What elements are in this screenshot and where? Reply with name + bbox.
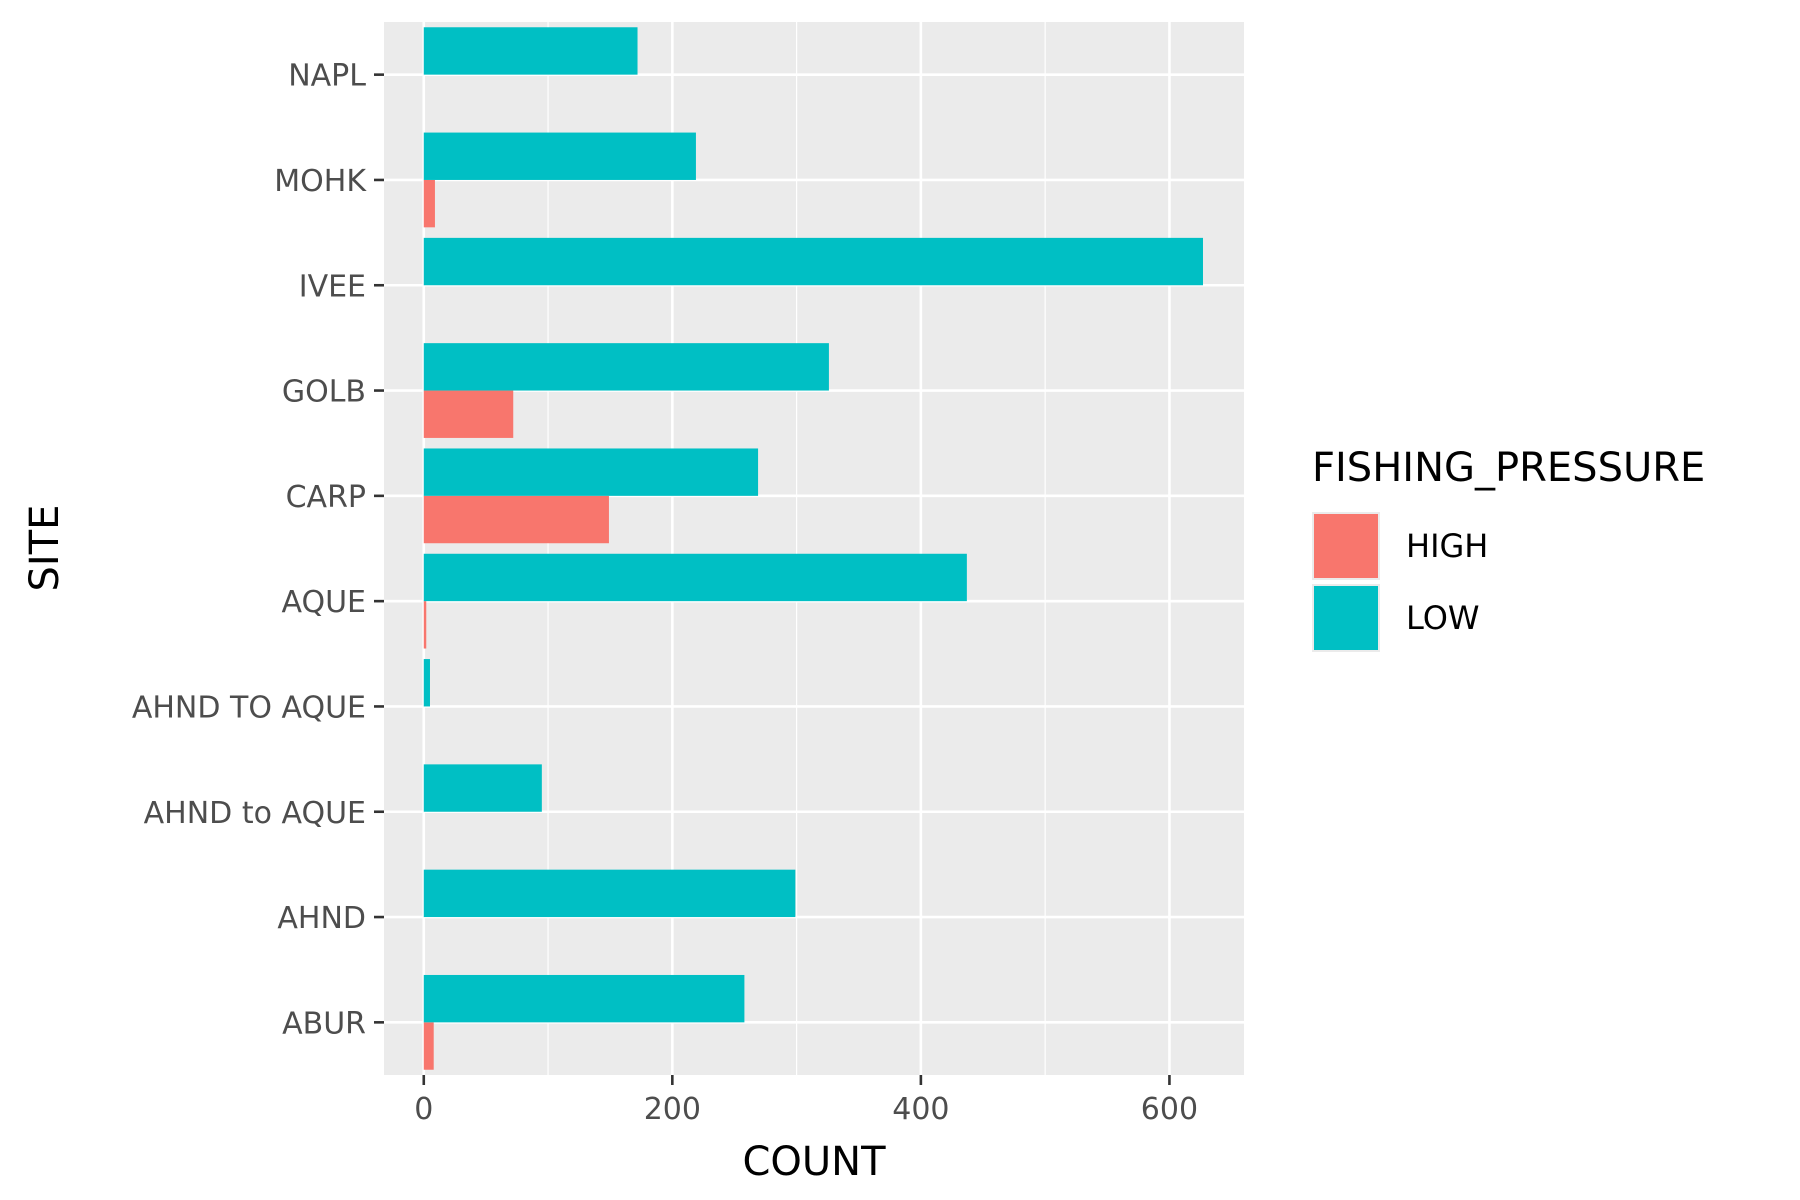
y-tick-label: AHND TO AQUE	[132, 690, 366, 725]
y-tick-label: IVEE	[299, 269, 366, 304]
bar-low-mohk	[423, 132, 696, 180]
legend-swatch-low	[1314, 586, 1378, 650]
x-tick-label: 200	[644, 1092, 701, 1127]
legend: FISHING_PRESSURE HIGH LOW	[1312, 445, 1705, 652]
y-axis: ABUR AHND AHND to AQUE AHND TO AQUE AQUE CARP…	[132, 59, 384, 1041]
bar-high-mohk	[423, 179, 435, 228]
y-tick-label: AQUE	[281, 585, 366, 620]
bar-low-ivee	[423, 237, 1203, 286]
bar-low-napl	[423, 27, 638, 75]
bar-low-carp	[423, 448, 759, 496]
bar-low-ahnd-to-aque	[423, 764, 542, 812]
bar-high-golb	[423, 390, 514, 438]
bar-low-abur	[423, 974, 745, 1023]
y-tick-label: ABUR	[282, 1006, 366, 1041]
x-tick-label: 400	[892, 1092, 949, 1127]
y-tick-label: AHND to AQUE	[144, 796, 366, 831]
legend-title: FISHING_PRESSURE	[1312, 445, 1705, 491]
bar-high-carp	[423, 495, 609, 544]
legend-label-low: LOW	[1406, 599, 1480, 637]
x-axis-title: COUNT	[742, 1139, 886, 1185]
bar-low-ahnd-to-aque	[423, 659, 430, 707]
legend-label-high: HIGH	[1406, 527, 1488, 565]
bar-high-abur	[423, 1022, 434, 1070]
y-tick-label: NAPL	[288, 59, 366, 94]
bars	[423, 27, 1203, 1070]
bar-high-aque	[423, 601, 427, 649]
y-tick-label: CARP	[286, 480, 366, 515]
x-tick-label: 600	[1141, 1092, 1198, 1127]
x-tick-label: 0	[414, 1092, 433, 1127]
y-tick-label: MOHK	[274, 164, 367, 199]
bar-low-ahnd	[423, 869, 796, 918]
y-tick-label: GOLB	[282, 375, 366, 410]
y-axis-title: SITE	[22, 505, 68, 592]
bar-low-aque	[423, 553, 967, 602]
legend-swatch-high	[1314, 514, 1378, 578]
bar-low-golb	[423, 343, 829, 391]
y-tick-label: AHND	[277, 901, 366, 936]
x-axis: 0 200 400 600	[414, 1075, 1198, 1127]
